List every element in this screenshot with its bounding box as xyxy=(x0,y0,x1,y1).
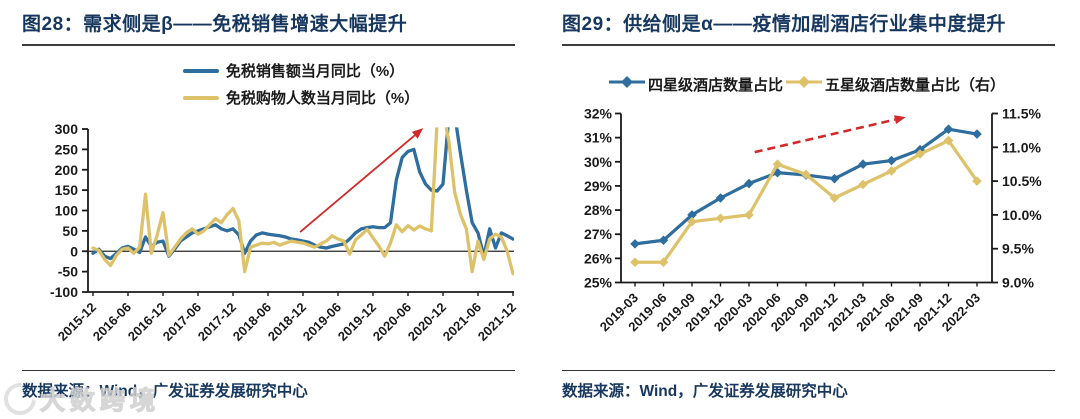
panel-fig28: 图28：需求侧是β——免税销售增速大幅提升 免税销售额当月同比（%） 免税购物人… xyxy=(22,14,519,401)
legend-marker-icon xyxy=(786,76,822,88)
y-tick-label: 250 xyxy=(55,141,79,157)
fig28-legend-item-shoppers: 免税购物人数当月同比（%） xyxy=(182,87,420,108)
fig29-legend-label-4star: 四星级酒店数量占比 xyxy=(647,77,783,94)
fig28-chart: 300250200150100500-50-1002015-122016-062… xyxy=(50,121,519,344)
y-tick-label: 150 xyxy=(55,182,79,198)
y-tick-label-left: 29% xyxy=(584,178,613,194)
marker-diamond-1 xyxy=(630,257,640,268)
y-tick-label-right: 11.0% xyxy=(1002,139,1041,155)
y-tick-label-right: 10.0% xyxy=(1002,207,1042,223)
fig29-legend-label-5star: 五星级酒店数量占比（右） xyxy=(825,77,1006,94)
series-line-1 xyxy=(91,127,514,276)
fig29-chart: 32% 31% 30% 29% 28% 27% 26% 25% 11.5% 11.0% 10.5% 1… xyxy=(584,106,1042,335)
fig29-title: 图29：供给侧是α——疫情加剧酒店行业集中度提升 xyxy=(562,14,1006,35)
y-tick-label-left: 31% xyxy=(584,130,613,146)
legend-line-swatch-blue xyxy=(182,68,219,73)
series-line-1 xyxy=(633,138,979,264)
trend-arrow-shaft xyxy=(299,134,416,233)
fig29-source: 数据来源：Wind，广发证券发展研究中心 xyxy=(562,370,1055,401)
y-tick-label-left: 27% xyxy=(584,226,613,242)
y-tick-label: 0 xyxy=(70,243,78,259)
fig29-legend: 四星级酒店数量占比 五星级酒店数量占比（右） xyxy=(608,74,1005,95)
y-tick-label-left: 30% xyxy=(584,154,613,170)
y-tick-label-right: 9.5% xyxy=(1002,241,1034,257)
trend-arrow-head xyxy=(411,128,424,139)
trend-arrow-shaft xyxy=(754,118,896,154)
marker-diamond-0 xyxy=(630,239,640,249)
fig28-source: 数据来源：Wind，广发证券发展研究中心 xyxy=(22,370,515,401)
series-line-0 xyxy=(91,127,514,261)
y-tick-label: 50 xyxy=(62,223,78,239)
y-tick-label-right: 9.0% xyxy=(1002,275,1034,291)
fig28-legend-label-sales: 免税销售额当月同比（%） xyxy=(225,63,405,80)
marker-diamond-1 xyxy=(715,213,726,224)
fig28-legend-label-shoppers: 免税购物人数当月同比（%） xyxy=(225,90,420,107)
fig28-title-rule xyxy=(22,44,515,46)
series-line-0 xyxy=(633,127,979,246)
y-tick-label: 100 xyxy=(55,203,79,219)
marker-diamond-0 xyxy=(886,155,897,166)
y-tick-label: -100 xyxy=(50,284,78,300)
legend-line-swatch-yellow xyxy=(182,95,219,100)
legend-diamond-swatch-blue xyxy=(608,75,646,94)
fig29-title-rule xyxy=(562,44,1055,46)
legend-diamond-swatch-yellow xyxy=(785,75,823,94)
y-tick-label-right: 10.5% xyxy=(1002,173,1042,189)
y-tick-label-left: 26% xyxy=(584,250,613,266)
y-tick-label-right: 11.5% xyxy=(1002,106,1041,122)
marker-diamond-0 xyxy=(858,159,868,169)
marker-diamond-0 xyxy=(972,129,982,139)
y-tick-label: 300 xyxy=(55,121,79,137)
y-tick-label: 200 xyxy=(55,162,79,178)
y-tick-label-left: 28% xyxy=(584,202,613,218)
fig28-title: 图28：需求侧是β——免税销售增速大幅提升 xyxy=(22,14,408,35)
y-tick-label: -50 xyxy=(58,264,78,280)
trend-arrow-head xyxy=(894,115,906,124)
marker-diamond-0 xyxy=(829,173,840,184)
y-tick-label-left: 25% xyxy=(584,275,613,291)
fig28-legend-item-sales: 免税销售额当月同比（%） xyxy=(182,60,405,81)
panel-fig29: 图29：供给侧是α——疫情加剧酒店行业集中度提升 四星级酒店数量占比 五星级酒店… xyxy=(540,0,1080,419)
y-tick-label-left: 32% xyxy=(584,106,613,122)
marker-diamond-1 xyxy=(858,179,868,190)
x-tick-label: 2021-12 xyxy=(475,300,519,344)
fig28-legend: 免税销售额当月同比（%） 免税购物人数当月同比（%） xyxy=(88,60,514,108)
legend-marker-icon xyxy=(608,76,645,88)
